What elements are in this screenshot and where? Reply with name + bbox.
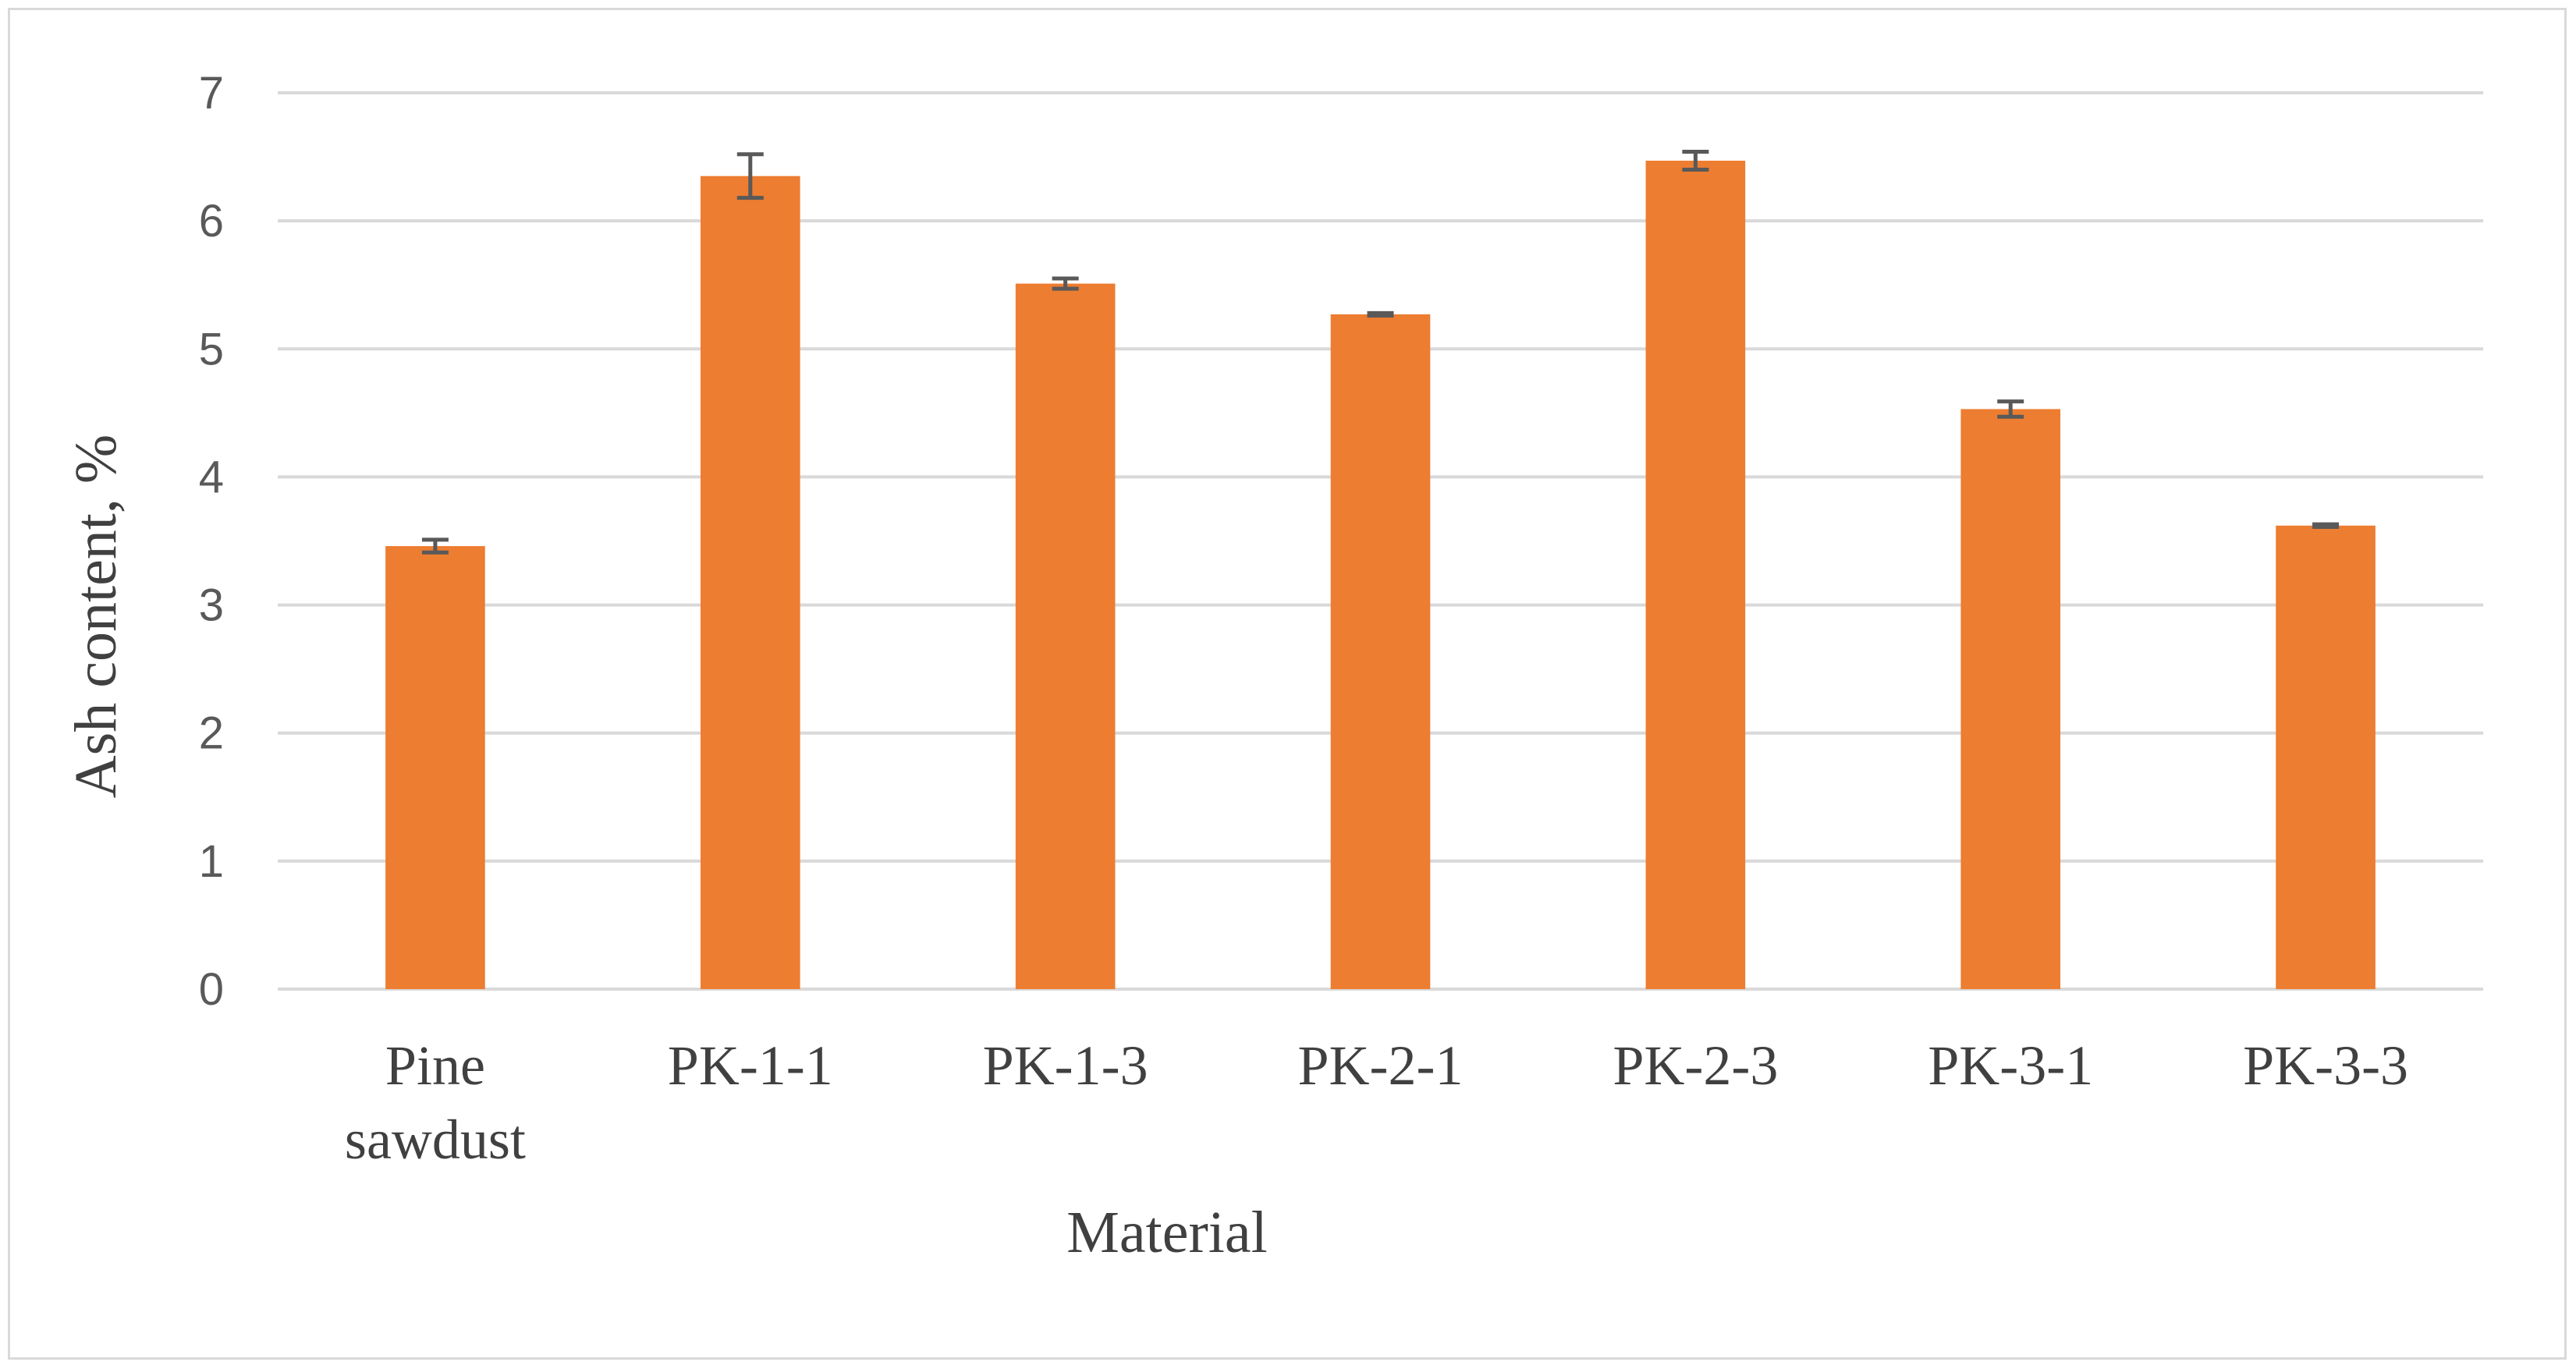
x-tick-label: PK-1-1 (668, 1034, 833, 1097)
bars (385, 160, 2376, 989)
error-bars (421, 150, 2340, 555)
x-tick-label: PK-1-3 (983, 1034, 1148, 1097)
y-tick-label: 2 (199, 708, 224, 759)
error-bar (1052, 276, 1079, 291)
bar (1330, 314, 1431, 989)
error-bar (1682, 150, 1709, 172)
x-axis-title: Material (1066, 1200, 1267, 1265)
y-axis-ticks: 0 1 2 3 4 5 6 7 (199, 68, 224, 1015)
y-axis-title: Ash content, % (63, 434, 129, 798)
error-bar (2312, 522, 2340, 529)
y-tick-label: 6 (199, 196, 224, 246)
x-tick-label: PK-3-1 (1928, 1034, 2093, 1097)
x-tick-label: PK-3-3 (2243, 1034, 2408, 1097)
error-bar (421, 537, 449, 555)
y-tick-label: 5 (199, 324, 224, 374)
x-tick-label: Pine (385, 1034, 485, 1097)
x-tick-label: PK-2-1 (1298, 1034, 1464, 1097)
y-tick-label: 4 (199, 452, 224, 502)
y-tick-label: 1 (199, 836, 224, 887)
error-bar (736, 152, 764, 200)
x-axis-ticks: Pine sawdust PK-1-1 PK-1-3 PK-2-1 PK-2-3 PK-3-… (345, 1034, 2408, 1171)
bar (1645, 160, 1746, 989)
bar (385, 546, 485, 989)
y-tick-label: 7 (199, 68, 224, 119)
bar (700, 176, 800, 989)
y-tick-label: 0 (199, 964, 224, 1015)
x-tick-label: sawdust (345, 1108, 526, 1171)
error-bar (1997, 399, 2024, 419)
x-tick-label: PK-2-3 (1613, 1034, 1778, 1097)
error-bar (1367, 310, 1394, 318)
bar (2276, 525, 2376, 989)
bar (1960, 409, 2061, 989)
y-tick-label: 3 (199, 580, 224, 631)
bar (1015, 283, 1116, 989)
